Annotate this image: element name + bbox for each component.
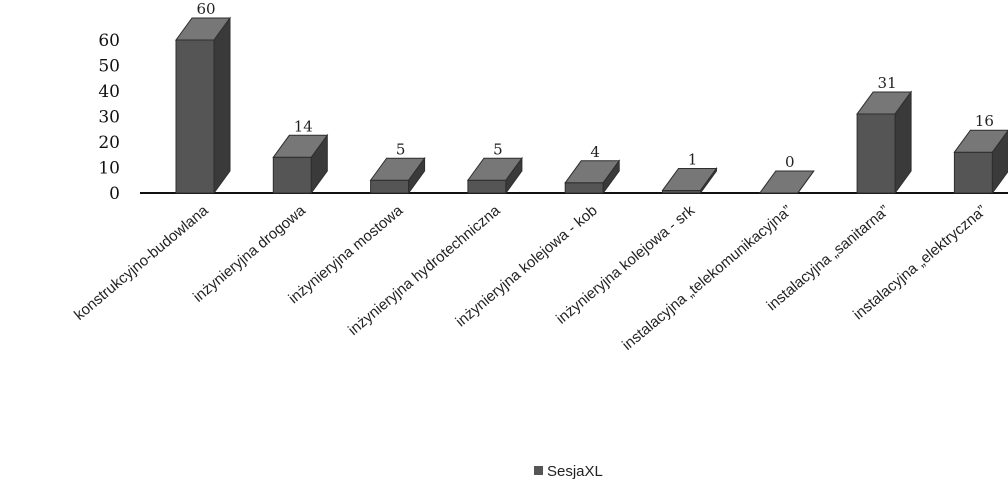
category-label: konstrukcyjno-budowlana bbox=[71, 202, 212, 324]
bar bbox=[661, 166, 718, 195]
data-labels: 60 14 5 5 4 1 0 31 16 bbox=[196, 0, 993, 171]
y-tick-label: 20 bbox=[98, 133, 120, 153]
bar bbox=[953, 129, 1008, 195]
bar-side bbox=[700, 166, 717, 195]
bar-side bbox=[408, 156, 426, 195]
bar-front bbox=[175, 39, 215, 194]
bar-side bbox=[797, 170, 815, 194]
legend: SesjaXL bbox=[534, 463, 603, 480]
bar-top bbox=[953, 129, 1008, 153]
bar-side bbox=[991, 129, 1008, 195]
bar-side bbox=[602, 159, 620, 195]
bars bbox=[175, 16, 1008, 195]
data-label: 5 bbox=[396, 140, 406, 158]
data-label: 31 bbox=[878, 74, 897, 92]
bar-side bbox=[310, 133, 328, 195]
y-tick-label: 40 bbox=[98, 82, 120, 102]
legend-label: SesjaXL bbox=[547, 463, 603, 480]
bar-front bbox=[856, 113, 896, 194]
y-tick-label: 30 bbox=[98, 108, 120, 128]
category-label: instalacyjna „telekomunikacyjna” bbox=[619, 202, 795, 354]
data-label: 5 bbox=[493, 140, 503, 158]
data-label: 14 bbox=[294, 117, 313, 135]
data-label: 0 bbox=[785, 153, 795, 171]
bar-front bbox=[953, 151, 993, 194]
y-tick-label: 60 bbox=[98, 31, 120, 51]
y-tick-label: 0 bbox=[109, 184, 120, 204]
data-label: 60 bbox=[196, 0, 215, 18]
bar-front bbox=[467, 179, 507, 194]
bar bbox=[564, 159, 621, 195]
data-label: 1 bbox=[688, 150, 698, 168]
bar bbox=[272, 133, 329, 195]
legend-swatch bbox=[534, 466, 543, 475]
y-axis: 0 10 20 30 40 50 60 bbox=[98, 31, 120, 204]
category-label: inżynieryjna hydrotechniczna bbox=[345, 202, 504, 339]
bar-side bbox=[894, 90, 912, 195]
y-tick-label: 50 bbox=[98, 57, 120, 77]
bar bbox=[758, 170, 815, 194]
bar-front bbox=[564, 182, 604, 194]
bar-side bbox=[213, 16, 231, 195]
bar-side bbox=[505, 156, 523, 195]
bar bbox=[369, 156, 426, 195]
bar-front bbox=[370, 179, 410, 194]
bar bbox=[175, 16, 231, 195]
data-label: 4 bbox=[590, 143, 600, 161]
data-label: 16 bbox=[975, 112, 994, 130]
bar-front bbox=[272, 156, 312, 194]
y-tick-label: 10 bbox=[98, 159, 120, 179]
bar bbox=[466, 156, 523, 195]
bar bbox=[856, 90, 913, 195]
